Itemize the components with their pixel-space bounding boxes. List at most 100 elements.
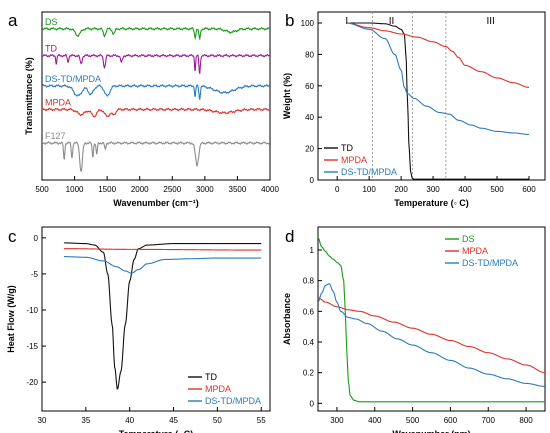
series-group-a [42,26,270,173]
y-tick-label-b: 100 [301,19,315,28]
panel-a: a 500 1000 1500 2000 2500 3000 3500 4000 Wavenumb… [8,11,279,208]
x-tick-label-a: 2000 [131,185,149,194]
x-tick-label-d: 400 [368,416,382,425]
x-tick-label-b: 400 [458,185,472,194]
legend-label-d: DS [462,234,475,244]
x-tick-label-a: 4000 [261,185,279,194]
series-label-a: DS-TD/MPDA [45,74,101,84]
series-line-a-1 [42,53,270,74]
series-group-b [346,12,530,180]
x-tick-label-a: 3500 [229,185,247,194]
series-line-d-1 [318,296,545,374]
y-tick-label-d: 0 [310,399,315,408]
y-tick-label-c: -20 [26,378,38,387]
y-tick-label-c: -10 [26,306,38,315]
y-tick-label-b: 0 [310,176,315,185]
series-label-a: MPDA [45,97,71,107]
legend-label-c: MPDA [205,384,231,394]
x-tick-label-c: 55 [257,416,266,425]
y-tick-label-b: 60 [305,82,314,91]
x-tick-label-b: 600 [522,185,536,194]
series-line-a-0 [42,26,270,41]
x-tick-label-d: 700 [482,416,496,425]
series-line-c-2 [63,256,262,274]
x-tick-label-d: 800 [519,416,533,425]
y-tick-label-d: 0.8 [303,277,315,286]
region-label-b: I [345,16,348,27]
x-tick-label-c: 40 [125,416,134,425]
series-line-b-0 [346,22,530,180]
x-tick-label-a: 1500 [98,185,116,194]
x-tick-label-b: 100 [362,185,376,194]
x-tick-label-c: 30 [38,416,47,425]
legend-label-c: TD [205,372,217,382]
plot-frame-d [317,226,546,412]
series-line-d-0 [318,237,545,403]
legend-label-b: DS-TD/MPDA [341,167,397,177]
panel-label-b: b [285,11,294,30]
region-label-b: II [389,16,395,27]
series-line-a-3 [42,107,270,118]
legend-label-b: MPDA [341,155,367,165]
series-line-c-0 [63,242,262,390]
series-group-c [63,242,262,390]
x-axis-label-b: Temperature (◦ C) [394,198,469,208]
y-tick-label-c: -15 [26,342,38,351]
x-tick-label-b: 0 [335,185,340,194]
series-line-b-2 [346,22,530,136]
y-tick-label-d: 0.4 [303,338,315,347]
y-axis-label-d: Absorbance [282,293,292,345]
x-tick-label-c: 50 [213,416,222,425]
y-tick-label-b: 80 [305,50,314,59]
y-tick-label-c: -5 [31,270,39,279]
series-line-c-1 [63,248,262,251]
panel-b: b 0 100 200 300 400 500 600 0 20 40 60 80 100 Temperat… [282,11,546,208]
x-tick-label-a: 500 [35,185,49,194]
x-tick-label-c: 45 [169,416,178,425]
x-tick-label-a: 2500 [163,185,181,194]
series-label-a: TD [45,44,57,54]
x-tick-label-b: 200 [394,185,408,194]
x-axis-label-d: Wavenumber (nm) [392,429,470,433]
y-tick-label-d: 0.2 [303,369,315,378]
y-tick-label-d: 0.6 [303,307,315,316]
y-tick-label-b: 20 [305,145,314,154]
y-axis-label-a: Transmittance (%) [24,57,34,135]
x-tick-label-d: 300 [330,416,344,425]
y-axis-label-b: Weight (%) [282,73,292,119]
legend-label-d: MPDA [462,246,488,256]
plot-frame-c [41,226,271,412]
x-tick-label-d: 600 [444,416,458,425]
y-tick-label-c: 0 [34,234,39,243]
y-tick-label-d: 1 [310,246,315,255]
x-tick-label-a: 1000 [66,185,84,194]
region-label-b: III [486,16,494,27]
panel-d: d 300 400 500 600 700 800 0 0.2 0.4 0.6 0.8 1 Wavenum… [282,226,546,433]
panel-c: c 30 35 40 45 50 55 0 -5 -10 -15 -20 Temperature (◦ … [6,226,271,433]
x-tick-label-b: 300 [426,185,440,194]
x-axis-label-a: Wavenumber (cm⁻¹) [113,198,198,208]
x-tick-label-a: 3000 [196,185,214,194]
series-group-d [318,237,545,403]
y-axis-label-c: Heat Flow (W/g) [6,285,16,353]
x-tick-label-b: 500 [490,185,504,194]
panel-label-c: c [8,227,17,246]
legend-label-c: DS-TD/MPDA [205,396,261,406]
series-label-a: DS [45,17,58,27]
legend-label-d: DS-TD/MPDA [462,258,518,268]
series-line-b-1 [346,22,530,88]
series-line-a-4 [42,141,270,173]
plot-frame-b [317,11,546,181]
legend-label-b: TD [341,143,353,153]
series-label-a: F127 [45,131,66,141]
series-line-d-2 [318,283,545,388]
panel-label-d: d [285,227,294,246]
y-tick-label-b: 40 [305,113,314,122]
x-tick-label-c: 35 [81,416,90,425]
x-axis-label-c: Temperature (◦ C) [119,429,194,433]
plot-frame-a [41,11,271,181]
panel-label-a: a [8,11,18,30]
x-tick-label-d: 500 [406,416,420,425]
series-line-a-2 [42,84,270,100]
